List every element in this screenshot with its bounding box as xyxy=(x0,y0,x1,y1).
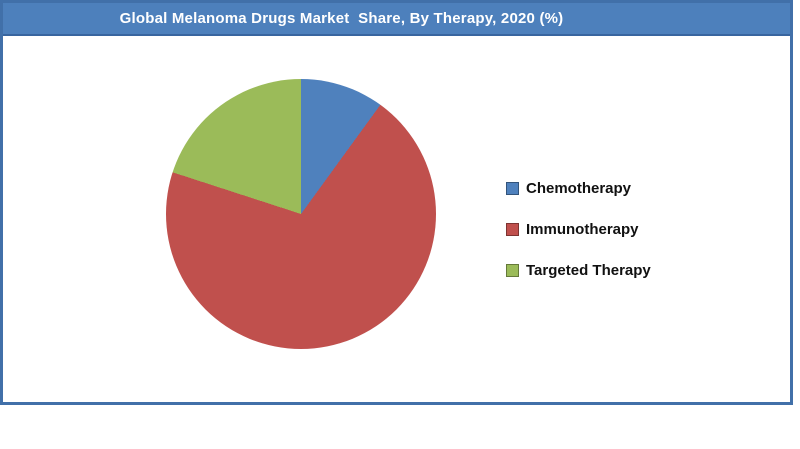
legend-item: Immunotherapy xyxy=(506,221,651,238)
chart-title: Global Melanoma Drugs Market Share, By T… xyxy=(119,10,564,27)
legend-swatch xyxy=(506,223,519,236)
legend-label: Targeted Therapy xyxy=(526,262,651,279)
chart-frame: Global Melanoma Drugs Market Share, By T… xyxy=(0,0,793,405)
pie-chart xyxy=(166,79,436,349)
legend-swatch xyxy=(506,264,519,277)
legend-label: Chemotherapy xyxy=(526,180,632,197)
plot-area: Chemotherapy Immunotherapy Targeted Therap… xyxy=(3,36,790,402)
legend-label: Immunotherapy xyxy=(526,221,639,238)
legend-item: Chemotherapy xyxy=(506,180,651,197)
legend: Chemotherapy Immunotherapy Targeted Therap… xyxy=(506,180,651,279)
chart-title-bar: Global Melanoma Drugs Market Share, By T… xyxy=(3,3,790,36)
legend-item: Targeted Therapy xyxy=(506,262,651,279)
legend-swatch xyxy=(506,182,519,195)
